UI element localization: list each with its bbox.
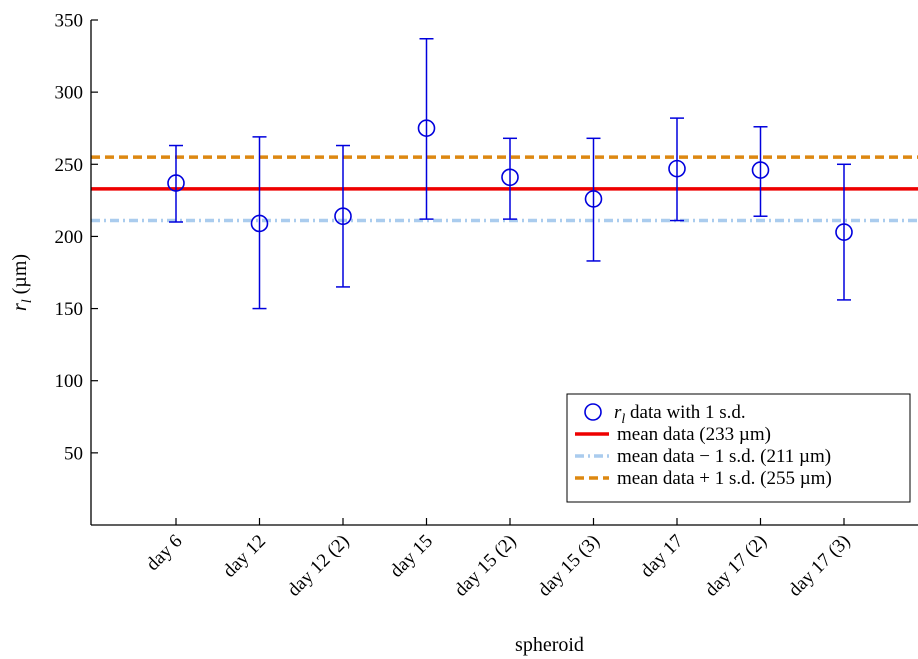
y-tick-label: 150	[55, 299, 84, 320]
legend-label: rl data with 1 s.d.	[614, 402, 746, 427]
error-bars	[169, 38, 851, 310]
y-tick-label: 200	[55, 227, 84, 248]
reference-lines	[91, 155, 918, 223]
legend-marker	[584, 403, 602, 421]
data-point	[167, 174, 185, 192]
data-point	[501, 168, 519, 187]
x-tick-label: day 15 (2)	[450, 531, 520, 601]
x-axis-ticks: day 6 day 12 day 12 (2) day 15 day 15 (2) day…	[142, 518, 855, 601]
x-axis-title: spheroid	[515, 634, 584, 656]
y-tick-label: 350	[55, 11, 84, 32]
data-point	[835, 223, 853, 241]
legend: rl data with 1 s.d.mean data (233 µm)mea…	[566, 393, 911, 503]
legend-label: mean data + 1 s.d. (255 µm)	[617, 468, 832, 489]
y-tick-label: 50	[64, 443, 83, 464]
data-point	[250, 214, 269, 233]
data-point	[751, 161, 770, 179]
data-points	[167, 119, 853, 241]
legend-box	[566, 393, 911, 503]
data-point	[334, 207, 352, 226]
y-axis-title: rl (µm)	[9, 254, 35, 311]
data-point	[668, 159, 686, 178]
x-tick-label: day 12 (2)	[283, 531, 353, 601]
y-tick-label: 300	[55, 83, 84, 104]
legend-label: mean data − 1 s.d. (211 µm)	[617, 446, 831, 467]
y-tick-label: 100	[55, 371, 84, 392]
x-tick-label: day 17 (2)	[701, 531, 771, 601]
x-tick-label: day 15	[386, 531, 437, 582]
data-point	[584, 190, 603, 208]
x-tick-label: day 17 (3)	[784, 531, 854, 601]
x-tick-label: day 12	[219, 531, 270, 582]
data-point	[417, 119, 436, 138]
x-tick-label: day 6	[142, 531, 186, 575]
y-axis-ticks: 50 100 150 200 250 300 350	[55, 11, 98, 464]
legend-label: mean data (233 µm)	[617, 424, 771, 445]
x-tick-label: day 17	[636, 531, 687, 582]
x-tick-label: day 15 (3)	[534, 531, 604, 601]
y-tick-label: 250	[55, 155, 84, 176]
